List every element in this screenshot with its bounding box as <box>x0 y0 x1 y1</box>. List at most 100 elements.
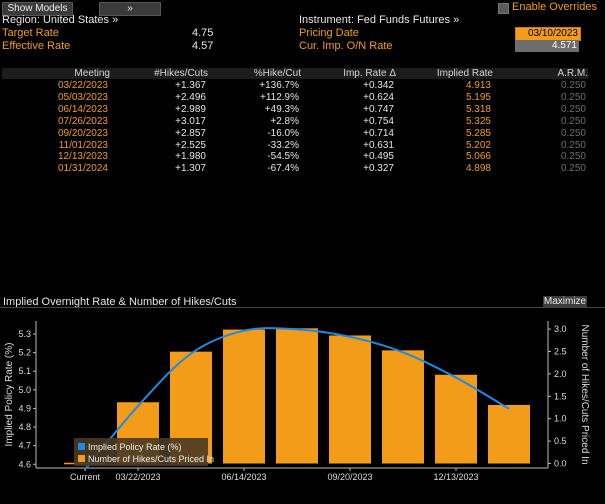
table-row[interactable]: 01/31/2024 +1.307 -67.4% +0.327 4.898 0.250 <box>0 163 605 175</box>
bar-11/01/2023 <box>382 350 424 464</box>
rate-delta-cell: +0.747 <box>363 103 394 115</box>
pricing-date-input[interactable]: 03/10/2023 <box>515 27 581 41</box>
instrument-selector[interactable]: Instrument: Fed Funds Futures » <box>299 14 460 26</box>
right-tick-label: 1.0 <box>554 414 567 424</box>
rate-delta-cell: +0.631 <box>363 139 394 151</box>
col-imp-rate-delta[interactable]: Imp. Rate Δ <box>343 68 396 79</box>
meeting-cell: 03/22/2023 <box>57 80 108 91</box>
col-implied-rate[interactable]: Implied Rate <box>436 68 493 79</box>
table-row[interactable]: 05/03/2023 +2.496 +112.9% +0.624 5.195 0.250 <box>0 92 605 104</box>
right-tick-label: 3.0 <box>554 324 567 334</box>
target-rate-label: Target Rate <box>2 27 59 39</box>
cur-imp-rate-field: 4.571 <box>515 40 579 52</box>
show-models-button[interactable]: Show Models <box>2 2 73 16</box>
effective-rate-label: Effective Rate <box>2 40 71 52</box>
bar-01/31/2024 <box>488 404 530 464</box>
x-tick-label: 09/20/2023 <box>327 472 372 482</box>
hikes-cell: +3.017 <box>175 115 206 127</box>
meeting-cell: 07/26/2023 <box>57 115 108 127</box>
arm-cell[interactable]: 0.250 <box>560 115 586 127</box>
pct-cell: +49.3% <box>264 103 299 115</box>
table-row[interactable]: 07/26/2023 +3.017 +2.8% +0.754 5.325 0.250 <box>0 116 605 128</box>
pct-cell: -33.2% <box>267 139 299 151</box>
pct-cell: +2.8% <box>270 115 299 127</box>
meeting-cell: 05/03/2023 <box>57 91 108 103</box>
col-pct-hike-cut[interactable]: %Hike/Cut <box>253 68 301 79</box>
rate-delta-cell: +0.495 <box>363 151 394 163</box>
y-axis-title: Implied Policy Rate (%) <box>4 343 15 447</box>
meeting-cell: 01/31/2024 <box>57 163 108 175</box>
implied-rate-cell: 5.285 <box>465 127 491 139</box>
table-row[interactable]: 09/20/2023 +2.857 -16.0% +0.714 5.285 0.250 <box>0 128 605 140</box>
left-tick-label: 4.8 <box>18 422 31 432</box>
hikes-cell: +1.307 <box>175 163 206 175</box>
table-row[interactable]: 12/13/2023 +1.980 -54.5% +0.495 5.066 0.250 <box>0 151 605 163</box>
arm-cell[interactable]: 0.250 <box>560 151 586 163</box>
table-header: Meeting #Hikes/Cuts %Hike/Cut Imp. Rate … <box>2 68 588 79</box>
x-tick-label: Current <box>70 472 101 482</box>
enable-overrides-checkbox[interactable] <box>498 3 509 14</box>
cur-imp-rate-label: Cur. Imp. O/N Rate <box>299 40 393 52</box>
effective-rate-value: 4.57 <box>192 40 214 52</box>
hikes-cell: +2.857 <box>175 127 206 139</box>
meeting-cell: 11/01/2023 <box>58 139 108 151</box>
hikes-cell: +2.525 <box>175 139 206 151</box>
region-selector[interactable]: Region: United States » <box>2 14 119 26</box>
hikes-cell: +1.367 <box>175 80 206 91</box>
col-hikes-cuts[interactable]: #Hikes/Cuts <box>154 68 208 79</box>
pricing-date-label: Pricing Date <box>299 27 359 39</box>
x-tick-label: 03/22/2023 <box>115 472 160 482</box>
bar-06/14/2023 <box>223 329 265 464</box>
right-tick-label: 0.5 <box>554 436 567 446</box>
bar-07/26/2023 <box>276 328 318 464</box>
y2-axis-title: Number of Hikes/Cuts Priced In <box>579 324 590 464</box>
meeting-cell: 09/20/2023 <box>57 127 108 139</box>
table-row[interactable]: 06/14/2023 +2.989 +49.3% +0.747 5.318 0.250 <box>0 104 605 116</box>
arm-cell[interactable]: 0.250 <box>560 91 586 103</box>
maximize-button[interactable]: Maximize <box>543 296 587 308</box>
pct-cell: -54.5% <box>267 151 299 163</box>
implied-rate-line <box>84 327 510 471</box>
left-tick-label: 4.9 <box>18 403 31 413</box>
left-tick-label: 5.0 <box>18 385 31 395</box>
chevron-button[interactable]: » <box>99 2 161 16</box>
implied-rate-cell: 5.066 <box>465 151 491 163</box>
implied-rate-cell: 5.195 <box>465 91 491 103</box>
rate-delta-cell: +0.327 <box>363 163 394 175</box>
col-arm[interactable]: A.R.M. <box>557 68 588 79</box>
bar-09/20/2023 <box>329 335 371 464</box>
panel-title: Implied Overnight Rate & Number of Hikes… <box>3 296 237 308</box>
hikes-cell: +1.980 <box>175 151 206 163</box>
x-tick-label: 06/14/2023 <box>221 472 266 482</box>
bar-12/13/2023 <box>435 374 477 464</box>
meeting-cell: 12/13/2023 <box>57 151 108 163</box>
arm-cell[interactable]: 0.250 <box>560 103 586 115</box>
right-tick-label: 2.5 <box>554 346 567 356</box>
pct-cell: +136.7% <box>259 80 299 91</box>
target-rate-value: 4.75 <box>192 27 214 39</box>
arm-cell[interactable]: 0.250 <box>560 127 586 139</box>
legend-label-line: Implied Policy Rate (%) <box>88 442 182 452</box>
table-row[interactable]: 11/01/2023 +2.525 -33.2% +0.631 5.202 0.250 <box>0 140 605 152</box>
implied-rate-cell: 4.898 <box>465 163 491 175</box>
arm-cell[interactable]: 0.250 <box>560 163 586 175</box>
table-row[interactable]: 03/22/2023 +1.367 +136.7% +0.342 4.913 0.250 <box>0 80 605 92</box>
x-tick-label: 12/13/2023 <box>433 472 478 482</box>
col-meeting[interactable]: Meeting <box>74 68 110 79</box>
rate-delta-cell: +0.714 <box>363 127 394 139</box>
legend-swatch-bar <box>78 455 85 462</box>
panel-divider <box>0 307 605 308</box>
enable-overrides-label: Enable Overrides <box>512 1 597 13</box>
legend-label-bar: Number of Hikes/Cuts Priced In <box>88 454 214 464</box>
left-tick-label: 4.6 <box>18 459 31 469</box>
rate-delta-cell: +0.342 <box>363 80 394 91</box>
right-tick-label: 2.0 <box>554 369 567 379</box>
pct-cell: -67.4% <box>267 163 299 175</box>
arm-cell[interactable]: 0.250 <box>560 80 586 91</box>
meeting-cell: 06/14/2023 <box>57 103 108 115</box>
pct-cell: -16.0% <box>267 127 299 139</box>
arm-cell[interactable]: 0.250 <box>560 139 586 151</box>
legend-swatch-line <box>78 443 85 450</box>
rate-chart: 4.6 4.7 4.8 4.9 5.0 5.1 5.2 5.3 0.0 0.5 1.0 1.5 2.0 2… <box>4 321 590 482</box>
left-tick-label: 4.7 <box>18 441 31 451</box>
